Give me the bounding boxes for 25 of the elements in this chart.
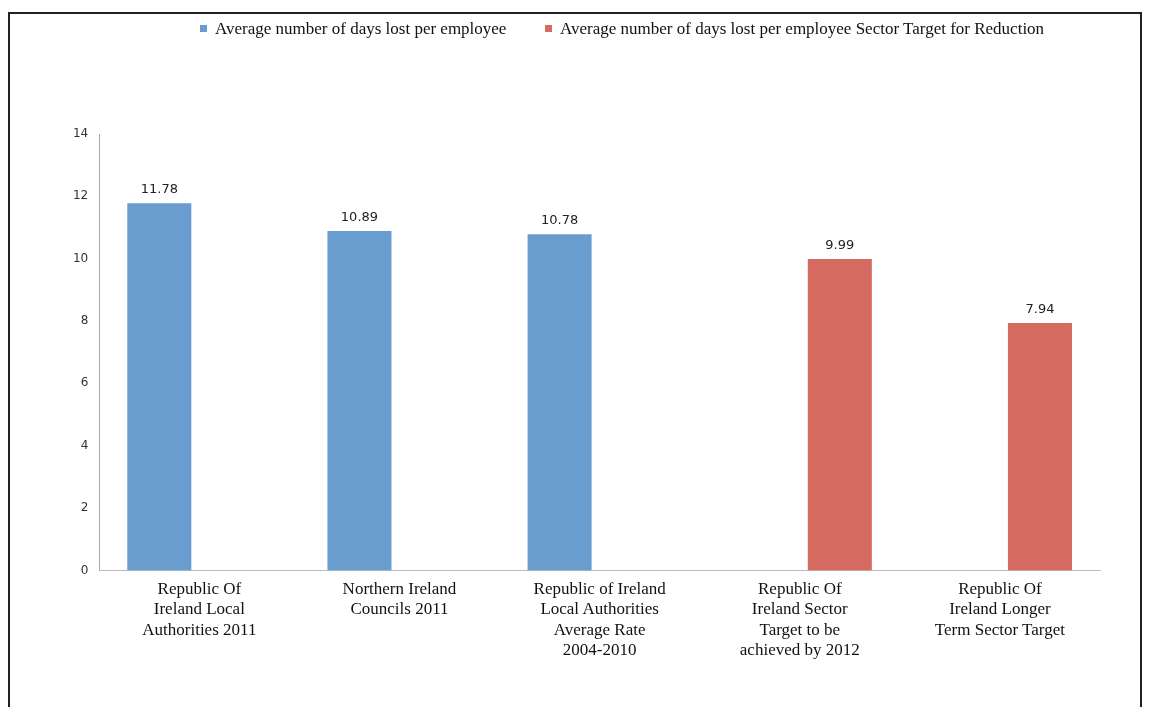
y-tick-label: 4 bbox=[80, 437, 89, 452]
x-tick-label: Republic Of Ireland Local Authorities 2011 bbox=[142, 579, 257, 639]
y-tick-label: 14 bbox=[72, 126, 89, 141]
data-label: 7.94 bbox=[1025, 300, 1055, 316]
legend-label: Average number of days lost per employee bbox=[215, 18, 508, 39]
y-tick-label: 0 bbox=[80, 562, 89, 577]
x-tick-label: Northern Ireland Councils 2011 bbox=[342, 579, 457, 619]
data-label: 10.89 bbox=[340, 208, 379, 224]
data-label: 11.78 bbox=[140, 181, 178, 197]
x-tick-label: Republic of Ireland Local Authorities Average Rate 2004-2010 bbox=[533, 579, 667, 660]
legend-label: Average number of days lost per employee Sector Target for Reduction bbox=[560, 18, 1046, 39]
bar bbox=[127, 203, 192, 571]
x-tick-label: Republic Of Ireland Longer Term Sector Target bbox=[934, 579, 1066, 639]
data-label: 9.99 bbox=[825, 236, 855, 252]
y-tick-label: 8 bbox=[80, 313, 89, 328]
y-tick-label: 12 bbox=[72, 188, 89, 203]
bar bbox=[327, 230, 392, 571]
bar bbox=[527, 234, 592, 571]
y-tick-label: 10 bbox=[72, 250, 89, 265]
bar bbox=[807, 259, 872, 571]
x-tick-label: Republic Of Ireland Sector Target to be achieved by 2012 bbox=[739, 579, 860, 660]
data-label: 10.78 bbox=[541, 212, 579, 228]
y-tick-label: 2 bbox=[80, 500, 89, 515]
bar bbox=[1007, 322, 1072, 571]
y-tick-label: 6 bbox=[80, 375, 89, 390]
